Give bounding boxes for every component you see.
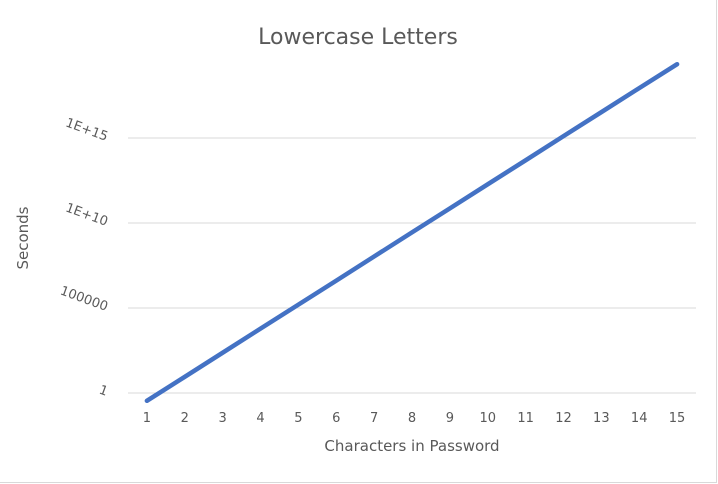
series-group xyxy=(144,61,680,404)
x-tick-label: 12 xyxy=(555,411,572,426)
y-tick-labels: 1 100000 1E+10 1E+15 xyxy=(58,116,110,400)
gridlines xyxy=(128,137,696,394)
x-tick-label: 13 xyxy=(593,411,610,426)
x-tick-label: 9 xyxy=(446,411,454,426)
x-tick-label: 4 xyxy=(256,411,264,426)
x-tick-label: 6 xyxy=(332,411,340,426)
y-tick-label: 100000 xyxy=(58,284,110,315)
x-tick-label: 3 xyxy=(219,411,227,426)
y-axis-title: Seconds xyxy=(14,206,32,269)
x-tick-label: 1 xyxy=(143,411,151,426)
x-tick-label: 8 xyxy=(408,411,416,426)
y-tick-label: 1E+10 xyxy=(63,201,109,230)
chart-title: Lowercase Letters xyxy=(258,25,458,50)
x-axis-title: Characters in Password xyxy=(324,437,499,455)
x-tick-label: 11 xyxy=(517,411,534,426)
x-tick-label: 5 xyxy=(294,411,302,426)
x-tick-labels: 1 2 3 4 5 6 7 8 9 10 11 12 13 14 15 xyxy=(143,411,686,426)
y-tick-label: 1 xyxy=(97,383,110,400)
x-tick-label: 2 xyxy=(181,411,189,426)
x-tick-label: 14 xyxy=(631,411,648,426)
series-line xyxy=(144,61,680,404)
x-tick-label: 15 xyxy=(669,411,686,426)
x-tick-label: 10 xyxy=(479,411,496,426)
x-tick-label: 7 xyxy=(370,411,378,426)
y-tick-label: 1E+15 xyxy=(63,116,109,145)
